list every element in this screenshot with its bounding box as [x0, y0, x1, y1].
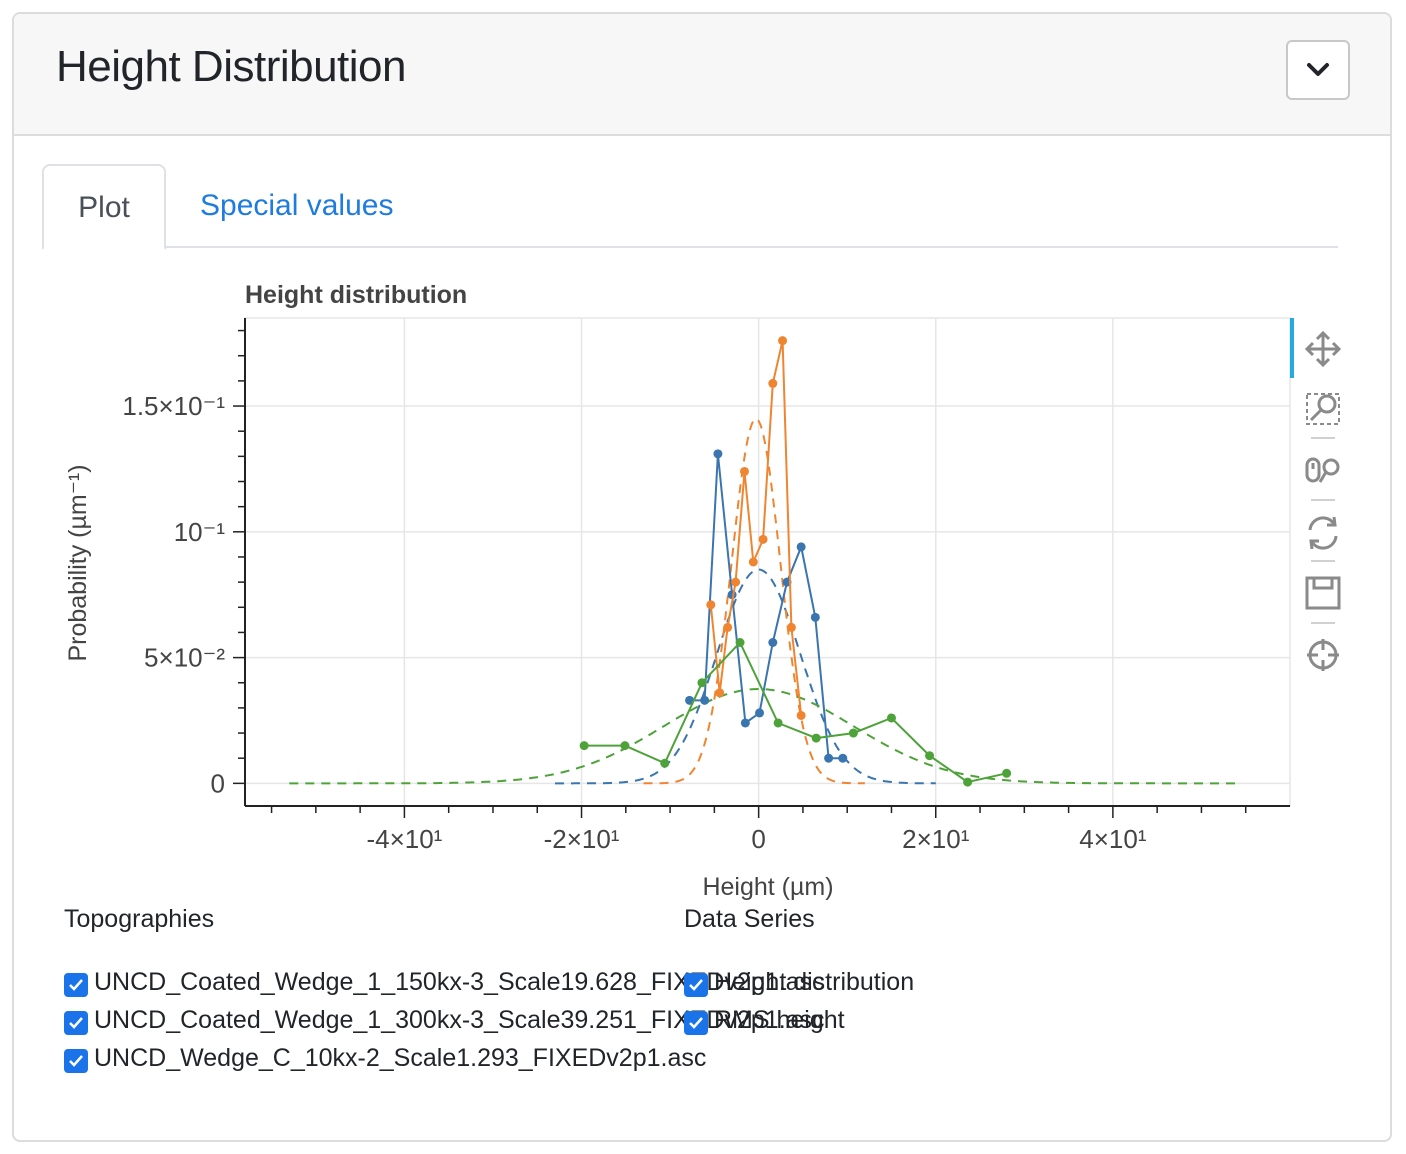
data-point [768, 637, 778, 647]
active-tool-indicator [1290, 318, 1294, 378]
x-tick-label: 4×10¹ [1079, 824, 1147, 854]
data-point [735, 637, 745, 647]
data-point [810, 612, 820, 622]
data-point [848, 728, 858, 738]
data-point [740, 718, 750, 728]
fit-line [289, 687, 1237, 785]
plot-frame [244, 317, 1291, 807]
chevron-down-icon [1307, 63, 1329, 76]
checkbox-checked-icon[interactable] [64, 1049, 88, 1073]
series-line [584, 640, 1007, 784]
x-tick-label: 0 [751, 824, 765, 854]
data-series-label: RMS height [714, 1006, 845, 1034]
data-point [796, 542, 806, 552]
chart-title: Height distribution [245, 281, 467, 309]
fit-line [555, 568, 936, 785]
data-series-item[interactable]: RMS height [684, 1005, 914, 1043]
x-tick-label: -2×10¹ [544, 824, 620, 854]
data-point [739, 466, 749, 476]
topographies-title: Topographies [64, 905, 215, 933]
data-series-item[interactable]: Height distribution [684, 967, 914, 1005]
tab-plot[interactable]: Plot [42, 164, 166, 250]
series-line [689, 453, 843, 760]
data-point [700, 695, 710, 705]
topography-item[interactable]: UNCD_Wedge_C_10kx-2_Scale1.293_FIXEDv2p1… [64, 1043, 825, 1081]
data-point [723, 622, 733, 632]
data-point [773, 718, 783, 728]
tab-special-values[interactable]: Special values [200, 189, 394, 222]
plot-toolbar [1290, 318, 1342, 671]
data-point [796, 710, 806, 720]
collapse-button[interactable] [1286, 40, 1350, 100]
chart-fit-lines [289, 417, 1237, 785]
fit-line [643, 417, 865, 785]
hover-icon[interactable] [1307, 639, 1339, 671]
data-point [579, 741, 589, 751]
data-series-list: Height distribution RMS height [684, 967, 914, 1043]
data-point [963, 777, 973, 787]
plot-legends: Topographies UNCD_Coated_Wedge_1_150kx-3… [52, 905, 1332, 1095]
chart-grid [244, 317, 1291, 807]
data-point [758, 534, 768, 544]
y-axis-label: Probability (µm⁻¹) [64, 464, 92, 661]
x-tick-label: 2×10¹ [902, 824, 970, 854]
checkbox-checked-icon[interactable] [64, 1011, 88, 1035]
wheel-zoom-icon[interactable] [1305, 457, 1340, 483]
card-header: Height Distribution [14, 14, 1390, 136]
y-tick-label: 1.5×10⁻¹ [122, 391, 225, 421]
data-point [768, 378, 778, 388]
data-point [620, 741, 630, 751]
x-tick-label: -4×10¹ [366, 824, 442, 854]
topography-label: UNCD_Wedge_C_10kx-2_Scale1.293_FIXEDv2p1… [94, 1044, 707, 1072]
data-point [824, 753, 834, 763]
data-point [715, 688, 725, 698]
data-point [706, 600, 716, 610]
topographies-list: UNCD_Coated_Wedge_1_150kx-3_Scale19.628_… [64, 967, 825, 1081]
checkbox-checked-icon[interactable] [684, 973, 708, 997]
checkbox-checked-icon[interactable] [64, 973, 88, 997]
chart-axes: -4×10¹ -2×10¹ 0 2×10¹ 4×10¹ 0 5×10⁻² 10⁻¹ 1.5×10… [122, 318, 1290, 854]
data-point [778, 336, 788, 346]
data-point [811, 733, 821, 743]
data-point [660, 758, 670, 768]
x-axis-label: Height (µm) [702, 873, 833, 901]
data-point [731, 577, 741, 587]
y-tick-label: 10⁻¹ [174, 517, 226, 547]
checkbox-checked-icon[interactable] [684, 1011, 708, 1035]
box-zoom-icon[interactable] [1306, 393, 1340, 425]
height-distribution-card: Height Distribution [12, 12, 1392, 1142]
data-point [1002, 768, 1012, 778]
data-point [925, 751, 935, 761]
data-point [697, 678, 707, 688]
pan-icon[interactable] [1304, 330, 1342, 368]
data-series-label: Height distribution [714, 968, 915, 996]
reset-icon[interactable] [1308, 516, 1338, 550]
chart-series [579, 336, 1012, 787]
tab-bar: Plot Special values [42, 164, 1338, 250]
data-point [713, 449, 723, 459]
data-point [838, 753, 848, 763]
save-icon[interactable] [1305, 576, 1341, 610]
card-title: Height Distribution [56, 42, 407, 91]
data-point [748, 557, 758, 567]
height-distribution-plot[interactable]: Height distribution -4×10¹ -2×10¹ 0 2×10¹ 4×… [0, 0, 1406, 910]
y-tick-label: 0 [211, 768, 225, 798]
data-series-title: Data Series [684, 905, 815, 933]
data-point [786, 622, 796, 632]
data-point [755, 708, 765, 718]
data-point [886, 713, 896, 723]
y-tick-label: 5×10⁻² [144, 643, 225, 673]
